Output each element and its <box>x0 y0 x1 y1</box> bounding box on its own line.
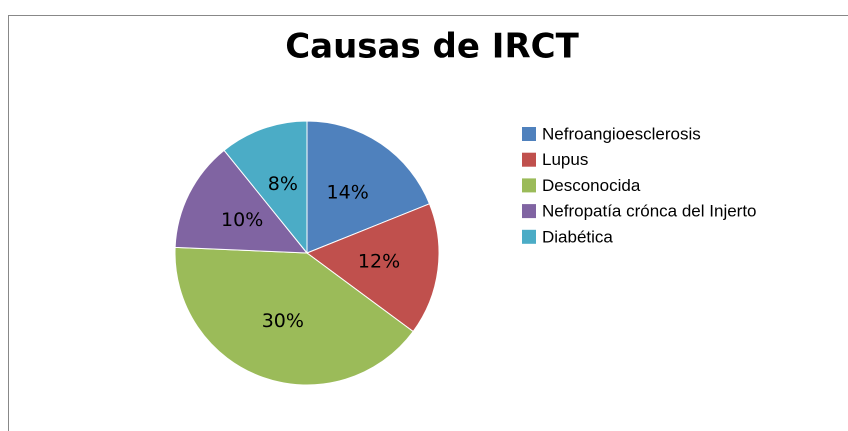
data-label: 30% <box>262 310 304 332</box>
data-label: 12% <box>358 251 400 273</box>
pie-slice <box>223 120 308 255</box>
pie-slice <box>305 203 440 333</box>
data-label: 8% <box>268 173 298 195</box>
legend-label: Lupus <box>542 150 588 169</box>
legend-swatch <box>522 229 536 244</box>
legend-label: Nefroangioesclerosis <box>542 124 701 143</box>
pie-slice <box>306 120 431 254</box>
legend-swatch <box>522 127 536 141</box>
legend-label: Diabética <box>542 227 613 246</box>
chart-title: Causas de IRCT <box>285 27 579 67</box>
legend-swatch <box>522 178 536 193</box>
legend-label: Nefropatía crónca del Injerto <box>542 202 757 221</box>
data-label: 14% <box>327 181 369 203</box>
pie-slice <box>174 149 309 254</box>
legend-swatch <box>522 152 536 167</box>
legend-swatch <box>522 204 536 219</box>
pie-slice <box>174 246 414 386</box>
data-label: 10% <box>221 209 263 231</box>
legend-label: Desconocida <box>542 176 641 195</box>
